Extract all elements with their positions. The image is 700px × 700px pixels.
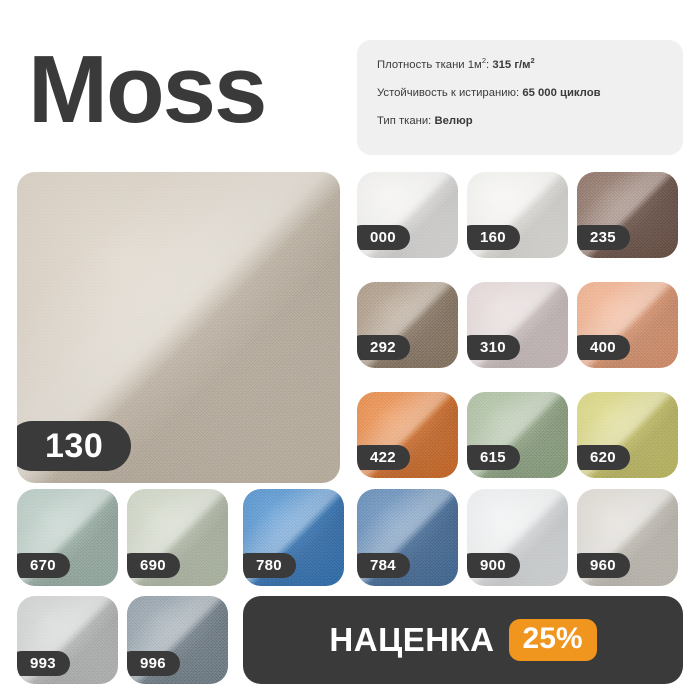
spec-label: Плотность ткани 1м — [377, 58, 482, 71]
page-title: Moss — [28, 36, 267, 143]
fabric-swatch-235[interactable]: 235 — [577, 172, 678, 258]
swatch-code-badge: 900 — [467, 553, 520, 578]
fabric-swatch-422[interactable]: 422 — [357, 392, 458, 478]
swatch-code-badge: 784 — [357, 553, 410, 578]
swatch-code-badge: 400 — [577, 335, 630, 360]
spec-value: 315 г/м — [492, 58, 531, 71]
spec-value-superscript: 2 — [530, 56, 535, 65]
swatch-code-badge: 235 — [577, 225, 630, 250]
fabric-swatch-784[interactable]: 784 — [357, 489, 458, 586]
spec-label-superscript: 2 — [481, 56, 487, 65]
swatch-code-badge: 615 — [467, 445, 520, 470]
spec-value: Велюр — [434, 115, 473, 128]
specifications-card: Плотность ткани 1м2: 315 г/м2 Устойчивос… — [357, 40, 683, 155]
swatch-code-badge: 160 — [467, 225, 520, 250]
promo-label: НАЦЕНКА — [329, 621, 495, 658]
swatch-code-badge: 960 — [577, 553, 630, 578]
fabric-swatch-620[interactable]: 620 — [577, 392, 678, 478]
fabric-swatch-960[interactable]: 960 — [577, 489, 678, 586]
swatch-code-badge: 690 — [127, 553, 180, 578]
fabric-swatch-780[interactable]: 780 — [243, 489, 344, 586]
swatch-code-badge: 620 — [577, 445, 630, 470]
fabric-swatch-900[interactable]: 900 — [467, 489, 568, 586]
spec-separator: : — [486, 58, 493, 71]
fabric-swatch-310[interactable]: 310 — [467, 282, 568, 368]
fabric-swatch-690[interactable]: 690 — [127, 489, 228, 586]
fabric-swatch-400[interactable]: 400 — [577, 282, 678, 368]
swatch-code-badge: 422 — [357, 445, 410, 470]
fabric-swatch-000[interactable]: 000 — [357, 172, 458, 258]
fabric-swatch-615[interactable]: 615 — [467, 392, 568, 478]
promo-percent-badge: 25% — [508, 619, 597, 661]
fabric-swatch-160[interactable]: 160 — [467, 172, 568, 258]
spec-separator: : — [516, 87, 523, 100]
markup-promo-banner[interactable]: НАЦЕНКА 25% — [243, 596, 683, 684]
swatch-code-badge: 993 — [17, 651, 70, 676]
fabric-swatch-670[interactable]: 670 — [17, 489, 118, 586]
header: Moss Плотность ткани 1м2: 315 г/м2 Устой… — [0, 0, 700, 168]
spec-label: Тип ткани — [377, 115, 429, 128]
hero-fabric-swatch[interactable]: 130 — [17, 172, 340, 483]
spec-label: Устойчивость к истиранию — [377, 87, 517, 100]
spec-row-abrasion: Устойчивость к истиранию: 65 000 циклов — [377, 87, 663, 100]
fabric-swatch-996[interactable]: 996 — [127, 596, 228, 684]
swatch-code-badge: 292 — [357, 335, 410, 360]
fabric-swatch-292[interactable]: 292 — [357, 282, 458, 368]
fabric-swatch-993[interactable]: 993 — [17, 596, 118, 684]
spec-row-type: Тип ткани: Велюр — [377, 116, 663, 127]
swatch-code-badge: 780 — [243, 553, 296, 578]
swatch-code-badge: 000 — [357, 225, 410, 250]
swatch-code-badge: 310 — [467, 335, 520, 360]
spec-separator: : — [428, 115, 435, 128]
hero-swatch-code-badge: 130 — [17, 421, 132, 471]
spec-value: 65 000 циклов — [522, 87, 601, 100]
spec-row-density: Плотность ткани 1м2: 315 г/м2 — [377, 57, 663, 71]
swatch-code-badge: 670 — [17, 553, 70, 578]
swatch-code-badge: 996 — [127, 651, 180, 676]
